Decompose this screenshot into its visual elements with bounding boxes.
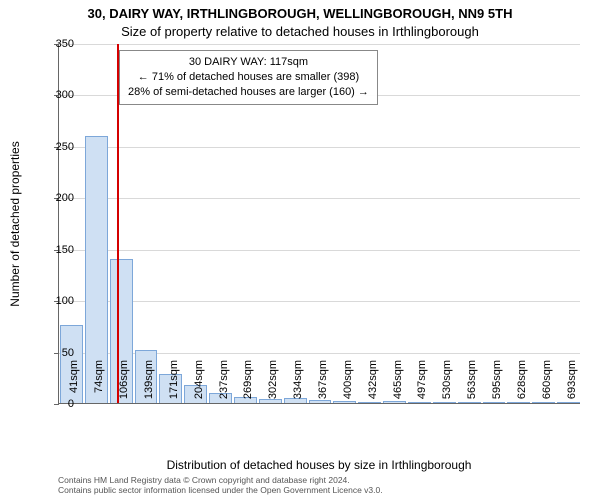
- chart-title: 30, DAIRY WAY, IRTHLINGBOROUGH, WELLINGB…: [0, 6, 600, 21]
- ytick-label: 200: [34, 192, 74, 204]
- ytick-label: 0: [34, 398, 74, 410]
- xtick-label: 465sqm: [392, 360, 404, 410]
- ytick-label: 50: [34, 347, 74, 359]
- xtick-label: 204sqm: [193, 360, 205, 410]
- xtick-label: 660sqm: [541, 360, 553, 410]
- xtick-label: 367sqm: [317, 360, 329, 410]
- ytick-label: 350: [34, 38, 74, 50]
- xtick-label: 269sqm: [242, 360, 254, 410]
- footer-attribution: Contains HM Land Registry data © Crown c…: [58, 476, 580, 496]
- xtick-label: 530sqm: [441, 360, 453, 410]
- xtick-label: 628sqm: [516, 360, 528, 410]
- xtick-label: 693sqm: [566, 360, 578, 410]
- xtick-label: 400sqm: [342, 360, 354, 410]
- annotation-line2: ← 71% of detached houses are smaller (39…: [128, 70, 369, 85]
- footer-line2: Contains public sector information licen…: [58, 486, 580, 496]
- y-axis-label: Number of detached properties: [8, 141, 22, 306]
- xtick-label: 334sqm: [292, 360, 304, 410]
- ytick-label: 250: [34, 141, 74, 153]
- xtick-label: 139sqm: [143, 360, 155, 410]
- annotation-line3: 28% of semi-detached houses are larger (…: [128, 85, 369, 100]
- xtick-label: 432sqm: [367, 360, 379, 410]
- xtick-label: 595sqm: [491, 360, 503, 410]
- chart-subtitle: Size of property relative to detached ho…: [0, 24, 600, 39]
- xtick-label: 237sqm: [218, 360, 230, 410]
- xtick-label: 106sqm: [118, 360, 130, 410]
- plot-area: 30 DAIRY WAY: 117sqm← 71% of detached ho…: [58, 44, 580, 404]
- annotation-line1: 30 DAIRY WAY: 117sqm: [128, 55, 369, 70]
- ytick-label: 150: [34, 244, 74, 256]
- xtick-label: 302sqm: [267, 360, 279, 410]
- ytick-label: 300: [34, 89, 74, 101]
- xtick-label: 171sqm: [168, 360, 180, 410]
- xtick-label: 563sqm: [466, 360, 478, 410]
- ytick-label: 100: [34, 295, 74, 307]
- xtick-label: 74sqm: [93, 360, 105, 410]
- x-axis-label: Distribution of detached houses by size …: [58, 458, 580, 472]
- annotation-box: 30 DAIRY WAY: 117sqm← 71% of detached ho…: [119, 50, 378, 105]
- xtick-label: 497sqm: [416, 360, 428, 410]
